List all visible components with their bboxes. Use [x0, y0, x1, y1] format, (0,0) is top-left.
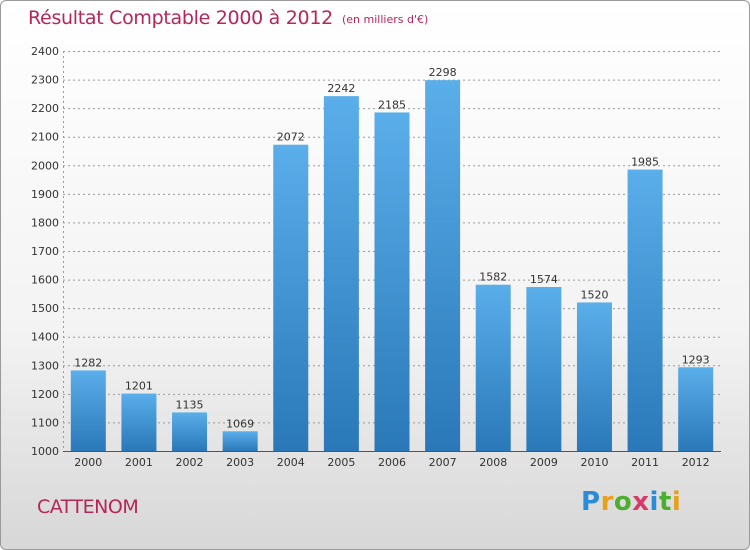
bar	[627, 169, 663, 452]
y-tick-label: 1700	[31, 245, 59, 258]
y-tick-label: 1400	[31, 331, 59, 344]
axes: 1000 1100 1200 1300 1400 1500 1600 1700 1800 1900…	[31, 45, 721, 469]
bar	[475, 284, 511, 451]
y-tick-label: 1300	[31, 359, 59, 372]
town-name: CATTENOM	[37, 496, 139, 518]
bar	[425, 80, 461, 452]
bar-value-label: 1985	[631, 156, 659, 169]
x-tick-label: 2008	[479, 456, 507, 469]
x-tick-label: 2012	[682, 456, 710, 469]
y-tick-label: 2100	[31, 131, 59, 144]
bar-value-label: 1520	[580, 288, 608, 301]
y-tick-label: 2300	[31, 74, 59, 87]
bar	[374, 112, 410, 451]
x-tick-label: 2000	[74, 456, 102, 469]
y-tick-label: 1200	[31, 388, 59, 401]
bars	[70, 80, 714, 452]
y-tick-label: 2000	[31, 159, 59, 172]
x-tick-label: 2009	[530, 456, 558, 469]
x-tick-label: 2003	[226, 456, 254, 469]
proxiti-logo: Proxiti	[581, 487, 682, 517]
bar-value-label: 2298	[429, 66, 457, 79]
y-tick-label: 1800	[31, 216, 59, 229]
bar-value-label: 1574	[530, 273, 558, 286]
bar-value-label: 1069	[226, 417, 254, 430]
bar	[70, 370, 106, 451]
bar	[222, 431, 258, 451]
bar	[121, 393, 157, 451]
y-tick-label: 2200	[31, 102, 59, 115]
x-tick-label: 2005	[327, 456, 355, 469]
bar-value-label: 1135	[176, 398, 204, 411]
y-tick-label: 2400	[31, 45, 59, 58]
x-tick-label: 2011	[631, 456, 659, 469]
bar-value-label: 1293	[682, 353, 710, 366]
y-tick-label: 1100	[31, 416, 59, 429]
x-tick-label: 2002	[176, 456, 204, 469]
chart-title: Résultat Comptable 2000 à 2012	[28, 7, 333, 29]
chart-subtitle: (en milliers d'€)	[342, 13, 429, 26]
y-tick-label: 1500	[31, 302, 59, 315]
x-tick-label: 2004	[277, 456, 305, 469]
bar-value-label: 2185	[378, 98, 406, 111]
x-tick-label: 2006	[378, 456, 406, 469]
bar-value-label: 2072	[277, 131, 305, 144]
bar	[323, 96, 359, 452]
bar	[172, 412, 208, 451]
y-tick-label: 1000	[31, 445, 59, 458]
grid-lines	[63, 51, 721, 451]
x-tick-label: 2007	[429, 456, 457, 469]
bar	[526, 287, 562, 451]
bar-value-label: 1582	[479, 271, 507, 284]
bar-value-label: 1282	[74, 356, 102, 369]
y-tick-label: 1900	[31, 188, 59, 201]
bar	[273, 144, 309, 451]
bar	[576, 302, 612, 451]
x-tick-label: 2010	[580, 456, 608, 469]
x-tick-label: 2001	[125, 456, 153, 469]
bar-value-label: 1201	[125, 380, 153, 393]
bar	[678, 367, 714, 451]
bar-value-label: 2242	[327, 82, 355, 95]
y-tick-label: 1600	[31, 274, 59, 287]
data-labels: 1282 1201 1135 1069 2072 2242 2185 2298 1582 1574…	[74, 66, 709, 430]
